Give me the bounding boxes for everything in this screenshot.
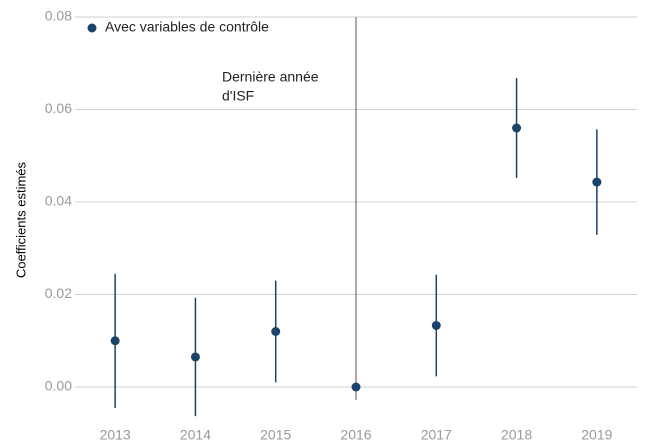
point xyxy=(431,320,441,330)
legend-label: Avec variables de contrôle xyxy=(105,19,269,35)
point xyxy=(592,177,602,187)
point xyxy=(110,336,120,346)
y-tick-label: 0.00 xyxy=(45,378,72,394)
y-tick-label: 0.06 xyxy=(45,100,72,116)
point xyxy=(512,123,522,133)
x-tick-label: 2018 xyxy=(501,427,532,443)
x-tick-label: 2014 xyxy=(180,427,211,443)
x-tick-label: 2013 xyxy=(100,427,131,443)
x-tick-label: 2015 xyxy=(260,427,291,443)
y-tick-label: 0.08 xyxy=(45,8,72,24)
annotation-text: d'ISF xyxy=(222,88,254,104)
x-tick-label: 2019 xyxy=(581,427,612,443)
point xyxy=(351,382,361,392)
point xyxy=(271,327,281,336)
x-tick-label: 2016 xyxy=(340,427,371,443)
y-axis-label: Coefficients estimés xyxy=(13,161,28,278)
y-tick-label: 0.02 xyxy=(45,285,72,301)
annotation-text: Dernière année xyxy=(222,69,319,85)
legend-marker xyxy=(87,23,97,33)
x-tick-label: 2017 xyxy=(421,427,452,443)
point xyxy=(190,352,200,362)
y-tick-label: 0.04 xyxy=(45,193,72,209)
